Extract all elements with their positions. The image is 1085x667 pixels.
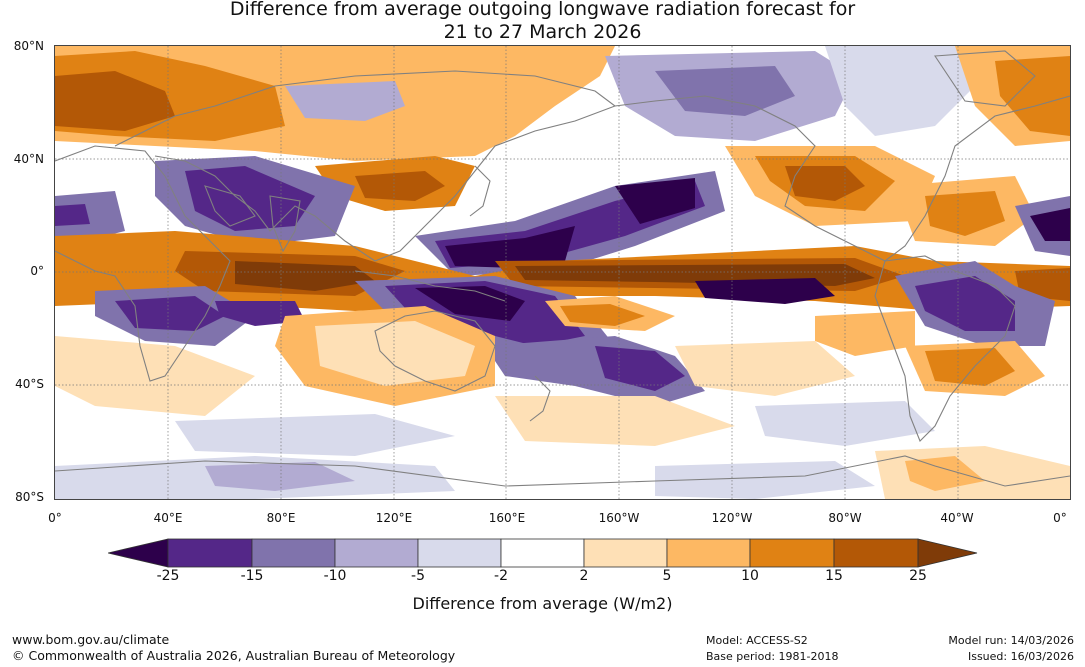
colorbar-tick: -15	[240, 568, 264, 584]
anomaly-region	[915, 276, 1015, 331]
anomaly-region	[205, 462, 355, 491]
coastline-north-america	[614, 95, 1070, 262]
lon-label-80e: 80°E	[266, 511, 296, 525]
anomaly-region	[445, 226, 575, 268]
colorbar-tick: 15	[825, 568, 843, 584]
title-line-1: Difference from average outgoing longwav…	[229, 0, 856, 20]
coastline-australia	[374, 310, 496, 392]
anomaly-region	[755, 401, 935, 446]
anomaly-region	[355, 171, 445, 201]
map-canvas	[55, 46, 1070, 499]
footer-copyright: © Commonwealth of Australia 2026, Austra…	[12, 648, 456, 663]
graticule	[55, 46, 1070, 499]
colorbar-segment-25-15	[167, 538, 253, 568]
anomaly-region	[115, 296, 225, 331]
anomaly-region	[415, 286, 525, 321]
lon-label-40w: 40°W	[940, 511, 974, 525]
colorbar-tick: 2	[579, 568, 589, 584]
colorbar-segment-10-5	[334, 538, 419, 568]
colorbar-tick: -5	[411, 568, 425, 584]
footer-model: Model: ACCESS-S2	[706, 634, 808, 647]
anomaly-region	[615, 178, 695, 224]
lat-label-40n: 40°N	[13, 152, 44, 166]
anomaly-region	[1030, 208, 1070, 241]
anomaly-region	[315, 321, 475, 386]
anomaly-region	[185, 166, 315, 231]
anomaly-region	[595, 346, 685, 391]
anomaly-region	[215, 301, 305, 326]
anomaly-region	[55, 191, 125, 241]
colorbar-segment-15-25	[833, 538, 919, 568]
anomaly-region	[655, 66, 795, 116]
coastline-south-america	[874, 255, 1016, 442]
footer-base-period: Base period: 1981-2018	[706, 650, 839, 663]
anomaly-region	[695, 278, 835, 304]
coastline-antarctica	[55, 455, 1070, 487]
lon-label-120w: 120°W	[711, 511, 753, 525]
lat-label-80s: 80°S	[15, 490, 44, 504]
colorbar-segment-5-10	[666, 538, 751, 568]
colorbar-segment-5-2	[417, 538, 502, 568]
anomaly-region	[675, 341, 855, 396]
lon-label-0-left: 0°	[48, 511, 62, 525]
anomaly-region	[55, 204, 90, 226]
lat-label-40s: 40°S	[15, 377, 44, 391]
footer-issued: Issued: 16/03/2026	[967, 650, 1074, 663]
anomaly-region	[495, 396, 735, 446]
anomaly-region	[655, 461, 875, 499]
coastline-africa	[55, 145, 231, 382]
anomaly-region	[285, 81, 405, 121]
anomaly-region	[785, 166, 865, 201]
anomaly-region	[560, 304, 645, 326]
coastline-india	[269, 195, 301, 253]
lon-label-120e: 120°E	[375, 511, 413, 525]
anomaly-region	[905, 456, 985, 491]
coastline-new-zealand	[529, 375, 551, 422]
colorbar-label: Difference from average (W/m2)	[412, 594, 673, 613]
coastline-eurasia	[114, 70, 617, 262]
anomaly-region	[825, 46, 975, 136]
anomaly-region	[175, 414, 455, 456]
lat-label-80n: 80°N	[13, 39, 44, 53]
colorbar-segment-10-15	[749, 538, 835, 568]
colorbar-tick: -2	[494, 568, 508, 584]
colorbar-segment-15-10	[251, 538, 336, 568]
colorbar	[108, 538, 978, 568]
colorbar-tick: 10	[741, 568, 759, 584]
anomaly-region	[925, 191, 1005, 236]
lon-label-40e: 40°E	[153, 511, 183, 525]
coastlines	[55, 50, 1070, 487]
anomaly-region	[55, 71, 175, 131]
coastline-indonesia	[354, 270, 506, 302]
anomaly-region	[925, 348, 1015, 386]
lon-label-0-right: 0°	[1053, 511, 1067, 525]
colorbar-tick: 25	[909, 568, 927, 584]
colorbar-segment-above-25	[917, 538, 978, 568]
colorbar-tick: -25	[156, 568, 180, 584]
footer-website: www.bom.gov.au/climate	[12, 632, 170, 647]
anomaly-region	[55, 336, 255, 416]
title-line-2: 21 to 27 March 2026	[443, 21, 642, 43]
lon-label-80w: 80°W	[828, 511, 862, 525]
anomaly-region	[235, 261, 375, 291]
colorbar-tick: 5	[662, 568, 672, 584]
colorbar-segment-below-25	[108, 538, 169, 568]
anomaly-region	[995, 56, 1070, 136]
lon-label-160e: 160°E	[488, 511, 526, 525]
anomaly-region	[815, 311, 915, 356]
footer-model-run: Model run: 14/03/2026	[948, 634, 1074, 647]
colorbar-tick: -10	[323, 568, 347, 584]
coastline-japan	[469, 165, 491, 217]
lat-label-equator: 0°	[30, 264, 44, 278]
colorbar-segment-2-5	[583, 538, 668, 568]
coastline-greenland	[934, 50, 1036, 107]
olr-anomaly-map	[54, 45, 1071, 500]
lon-label-160w: 160°W	[598, 511, 640, 525]
chart-title: Difference from average outgoing longwav…	[0, 0, 1085, 44]
colorbar-segment-neutral	[500, 538, 585, 568]
coastline-arabia	[204, 185, 256, 227]
